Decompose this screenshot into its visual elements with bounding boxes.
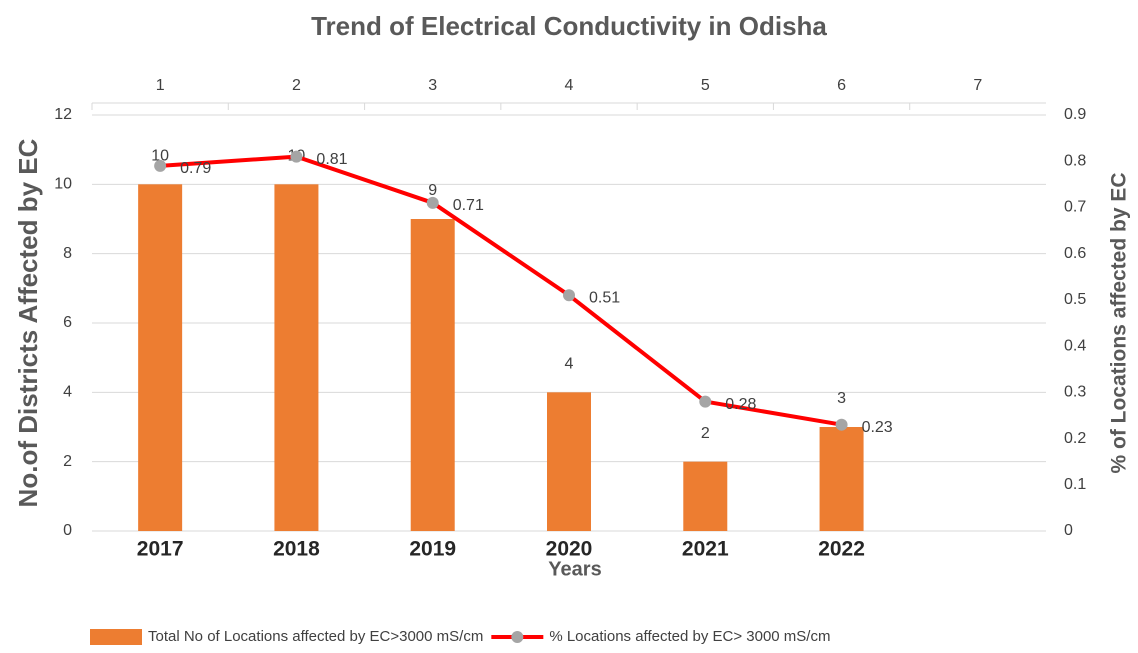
y2-tick-label: 0.2 <box>1064 430 1086 447</box>
bar-value-label: 2 <box>701 425 710 442</box>
y-tick-label: 4 <box>63 384 72 401</box>
line-value-label: 0.71 <box>453 197 484 214</box>
x-tick-label: 2021 <box>682 538 729 561</box>
y-tick-label: 0 <box>63 522 72 539</box>
y-tick-label: 6 <box>63 314 72 331</box>
top-tick-label: 3 <box>428 77 437 94</box>
top-tick-label: 4 <box>565 77 574 94</box>
x-tick-label: 2017 <box>137 538 184 561</box>
top-tick-label: 6 <box>837 77 846 94</box>
line-marker <box>154 159 167 172</box>
x-axis-title: Years <box>548 558 601 580</box>
x-tick-label: 2020 <box>546 538 593 561</box>
y-axis-title: No.of Districts Affected by EC <box>13 138 43 507</box>
bar-value-label: 9 <box>428 182 437 199</box>
y2-tick-label: 0.5 <box>1064 291 1086 308</box>
y2-tick-label: 0 <box>1064 522 1073 539</box>
bar-value-label: 4 <box>565 356 574 373</box>
line-marker <box>835 418 848 431</box>
line-marker <box>699 395 712 408</box>
y2-tick-label: 0.1 <box>1064 476 1086 493</box>
y-tick-label: 10 <box>54 176 72 193</box>
line-marker <box>563 289 575 302</box>
legend-label: % Locations affected by EC> 3000 mS/cm <box>549 628 830 645</box>
line-value-label: 0.28 <box>725 396 756 413</box>
y-tick-label: 8 <box>63 245 72 262</box>
bar-value-label: 10 <box>151 148 169 165</box>
y2-tick-label: 0.6 <box>1064 245 1086 262</box>
line-marker <box>426 196 439 209</box>
bar <box>819 427 864 531</box>
y2-tick-label: 0.3 <box>1064 384 1086 401</box>
top-tick-label: 2 <box>292 77 301 94</box>
x-tick-label: 2019 <box>409 538 456 561</box>
y2-tick-label: 0.9 <box>1064 106 1086 123</box>
bar <box>138 184 183 532</box>
top-tick-label: 5 <box>701 77 710 94</box>
line-marker <box>290 150 303 163</box>
top-tick-label: 7 <box>973 77 982 94</box>
line <box>160 154 842 427</box>
line-value-label: 0.79 <box>180 160 211 177</box>
x-tick-label: 2018 <box>273 538 320 561</box>
line-value-label: 0.81 <box>316 151 347 168</box>
legend-marker <box>511 631 524 643</box>
chart-title: Trend of Electrical Conductivity in Odis… <box>311 11 827 41</box>
y2-tick-label: 0.8 <box>1064 152 1086 169</box>
bar-value-label: 3 <box>837 390 846 407</box>
y-tick-label: 12 <box>54 106 72 123</box>
legend-label: Total No of Locations affected by EC>300… <box>148 628 483 645</box>
bar <box>410 219 455 531</box>
line-value-label: 0.23 <box>862 419 893 436</box>
bar <box>683 461 728 531</box>
top-tick-label: 1 <box>156 77 165 94</box>
line-value-label: 0.51 <box>589 289 620 306</box>
bar <box>274 184 319 532</box>
x-tick-label: 2022 <box>818 538 865 561</box>
bar <box>547 392 591 531</box>
y2-axis-title: % of Locations affected by EC <box>1108 172 1131 473</box>
y2-tick-label: 0.4 <box>1064 337 1086 354</box>
legend-swatch <box>90 629 142 645</box>
y2-tick-label: 0.7 <box>1064 199 1086 216</box>
y-tick-label: 2 <box>63 453 72 470</box>
